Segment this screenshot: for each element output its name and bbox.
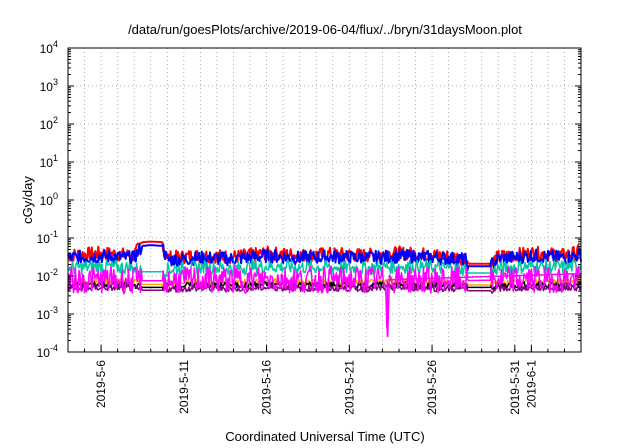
series-line-2 bbox=[67, 243, 582, 272]
y-axis-label: cGy/day bbox=[20, 176, 35, 224]
series-line-6 bbox=[67, 284, 582, 294]
y-tick-label: 10-4 bbox=[37, 343, 58, 360]
chart-title: /data/run/goesPlots/archive/2019-06-04/f… bbox=[128, 22, 522, 37]
x-tick-label: 2019-6-1 bbox=[524, 360, 538, 408]
grid bbox=[68, 48, 581, 352]
y-tick-label: 10-2 bbox=[37, 267, 58, 284]
y-tick-label: 104 bbox=[40, 39, 58, 56]
x-axis: 2019-5-6 2019-5-11 2019-5-16 2019-5-21 2019-… bbox=[67, 345, 565, 415]
x-tick-label: 2019-5-21 bbox=[342, 360, 356, 415]
x-tick-label: 2019-5-26 bbox=[425, 360, 439, 415]
series-line-7 bbox=[67, 265, 582, 338]
y-tick-label: 100 bbox=[40, 191, 58, 208]
y-tick-label: 103 bbox=[40, 77, 58, 94]
x-tick-label: 2019-5-16 bbox=[260, 360, 274, 415]
y-tick-label: 10-1 bbox=[37, 229, 58, 246]
y-tick-label: 102 bbox=[40, 115, 58, 132]
x-axis-label: Coordinated Universal Time (UTC) bbox=[225, 429, 424, 444]
series-lines bbox=[67, 240, 582, 338]
x-tick-label: 2019-5-31 bbox=[508, 360, 522, 415]
x-tick-label: 2019-5-6 bbox=[94, 360, 108, 408]
y-tick-label: 101 bbox=[40, 153, 58, 170]
y-tick-label: 10-3 bbox=[37, 305, 58, 322]
y-axis: 10-4 10-3 10-2 10-1 100 101 102 103 104 bbox=[37, 39, 581, 360]
x-tick-label: 2019-5-11 bbox=[177, 360, 191, 414]
